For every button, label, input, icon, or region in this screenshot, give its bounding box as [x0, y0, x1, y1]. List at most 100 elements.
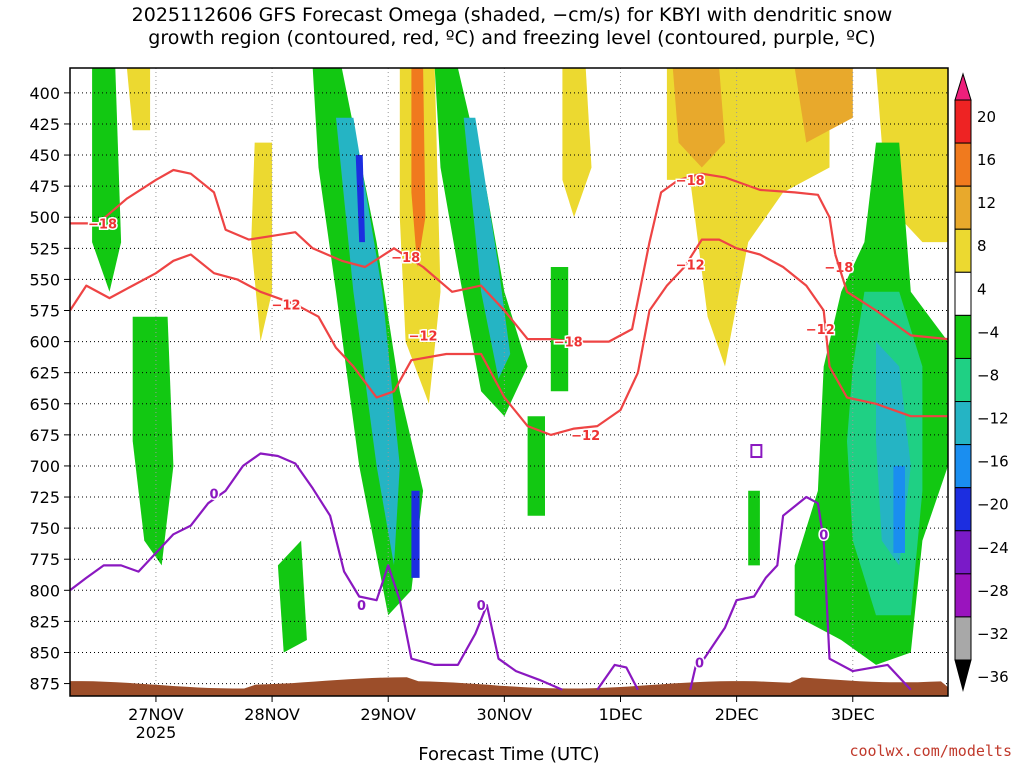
omega-region-14 [876, 68, 948, 243]
omega-shading [70, 68, 948, 696]
y-tick-label-600: 600 [29, 333, 60, 352]
omega-region-20 [132, 316, 174, 566]
colorbar-label-7: −12 [977, 410, 1009, 428]
y-tick-label-875: 875 [29, 675, 60, 694]
y-tick-label-650: 650 [29, 395, 60, 414]
colorbar-box-5 [954, 314, 972, 359]
dgz-label-5: −12 [571, 429, 600, 444]
colorbar-label-5: −4 [977, 323, 999, 341]
plot-frame [69, 67, 949, 697]
y-tick-label-800: 800 [29, 581, 60, 600]
y-tick-label-725: 725 [29, 488, 60, 507]
y-tick-label-425: 425 [29, 115, 60, 134]
dgz-label-3: −12 [409, 329, 438, 344]
colorbar-label-2: 12 [977, 194, 996, 212]
dgz-label-1: −12 [272, 298, 301, 313]
y-tick-label-475: 475 [29, 177, 60, 196]
freezing-label-3: 0 [695, 656, 704, 671]
freezing-label-4: 0 [819, 528, 828, 543]
y-tick-label-825: 825 [29, 612, 60, 631]
freezing-contour-2 [596, 663, 639, 691]
omega-region-3 [336, 117, 400, 566]
colorbar-box-1 [954, 142, 972, 187]
omega-region-1 [251, 142, 273, 342]
omega-region-12 [672, 68, 725, 168]
chart-title: 2025112606 GFS Forecast Omega (shaded, −… [0, 4, 1024, 50]
colorbar-box-7 [954, 401, 972, 446]
x-tick-label-4: 1DEC [599, 705, 643, 724]
colorbar-label-3: 8 [977, 237, 987, 255]
colorbar-top-triangle [954, 72, 972, 101]
grid-lines [70, 68, 948, 696]
colorbar-label-11: −28 [977, 582, 1009, 600]
colorbar-box-0 [954, 99, 972, 144]
dgz-label-7: −12 [676, 258, 705, 273]
colorbar-label-6: −8 [977, 366, 999, 384]
omega-region-5 [411, 490, 420, 578]
x-tick-label-6: 3DEC [831, 705, 875, 724]
omega-region-4 [355, 155, 365, 243]
colorbar-box-8 [954, 444, 972, 489]
title-line-2: growth region (contoured, red, ºC) and f… [148, 27, 876, 49]
y-tick-label-700: 700 [29, 457, 60, 476]
omega-region-23 [550, 267, 569, 392]
colorbar-label-10: −24 [977, 539, 1009, 557]
colorbar-label-12: −32 [977, 625, 1009, 643]
colorbar: 20 16 12 8 4 −4 −8 −12 −16 −20 −24 −28 −32 −36 [954, 72, 1009, 692]
y-tick-label-450: 450 [29, 146, 60, 165]
y-tick-label-525: 525 [29, 239, 60, 258]
colorbar-box-11 [954, 573, 972, 618]
colorbar-box-10 [954, 530, 972, 575]
y-tick-label-675: 675 [29, 426, 60, 445]
dgz-label-2: −18 [391, 251, 420, 266]
dgz-label-6: −18 [676, 174, 705, 189]
omega-region-19 [92, 68, 122, 292]
y-tick-label-775: 775 [29, 550, 60, 569]
omega-region-22 [527, 416, 545, 516]
title-line-1: 2025112606 GFS Forecast Omega (shaded, −… [131, 4, 893, 26]
colorbar-box-12 [954, 616, 972, 661]
x-tick-label-0: 27NOV [128, 705, 184, 724]
freezing-contour [70, 452, 563, 691]
y-tick-label-850: 850 [29, 643, 60, 662]
colorbar-box-6 [954, 357, 972, 403]
omega-region-0 [126, 68, 151, 131]
colorbar-box-2 [954, 185, 972, 230]
omega-region-10 [562, 68, 592, 218]
dgz-label-0: −18 [88, 217, 117, 232]
colorbar-label-8: −16 [977, 453, 1009, 471]
x-tick-label-2: 29NOV [360, 705, 416, 724]
colorbar-box-3 [954, 228, 972, 273]
dgz-contour-10 [834, 254, 948, 341]
dgz-label-4: −18 [554, 336, 583, 351]
y-tick-label-750: 750 [29, 519, 60, 538]
dgz-contour-1 [70, 238, 948, 436]
credit-link[interactable]: coolwx.com/modelts [849, 742, 1012, 760]
colorbar-box-4 [954, 271, 972, 316]
x-tick-label-3: 30NOV [477, 705, 533, 724]
axes: 400 425 450 475 500 525 550 575 600 625 650 675 700 7… [29, 67, 949, 742]
colorbar-label-1: 16 [977, 151, 996, 169]
x-tick-label-1: 28NOV [244, 705, 300, 724]
y-tick-label-575: 575 [29, 301, 60, 320]
dgz-label-9: −12 [806, 323, 835, 338]
terrain [70, 677, 948, 696]
colorbar-label-13: −36 [977, 668, 1009, 686]
freezing-label-2: 0 [477, 599, 486, 614]
x-axis-label: Forecast Time (UTC) [418, 744, 600, 765]
freezing-label-1: 0 [357, 599, 366, 614]
terrain-band [70, 677, 948, 696]
colorbar-label-9: −20 [977, 496, 1009, 514]
freezing-contour-3 [689, 495, 912, 691]
freezing-label-0: 0 [209, 487, 218, 502]
y-tick-label-550: 550 [29, 270, 60, 289]
dgz-contour-0 [70, 168, 837, 343]
omega-region-18 [893, 465, 905, 553]
freezing-box [750, 444, 763, 459]
colorbar-box-9 [954, 487, 972, 532]
omega-region-21 [277, 540, 307, 653]
y-tick-label-500: 500 [29, 208, 60, 227]
colorbar-label-4: 4 [977, 280, 987, 298]
